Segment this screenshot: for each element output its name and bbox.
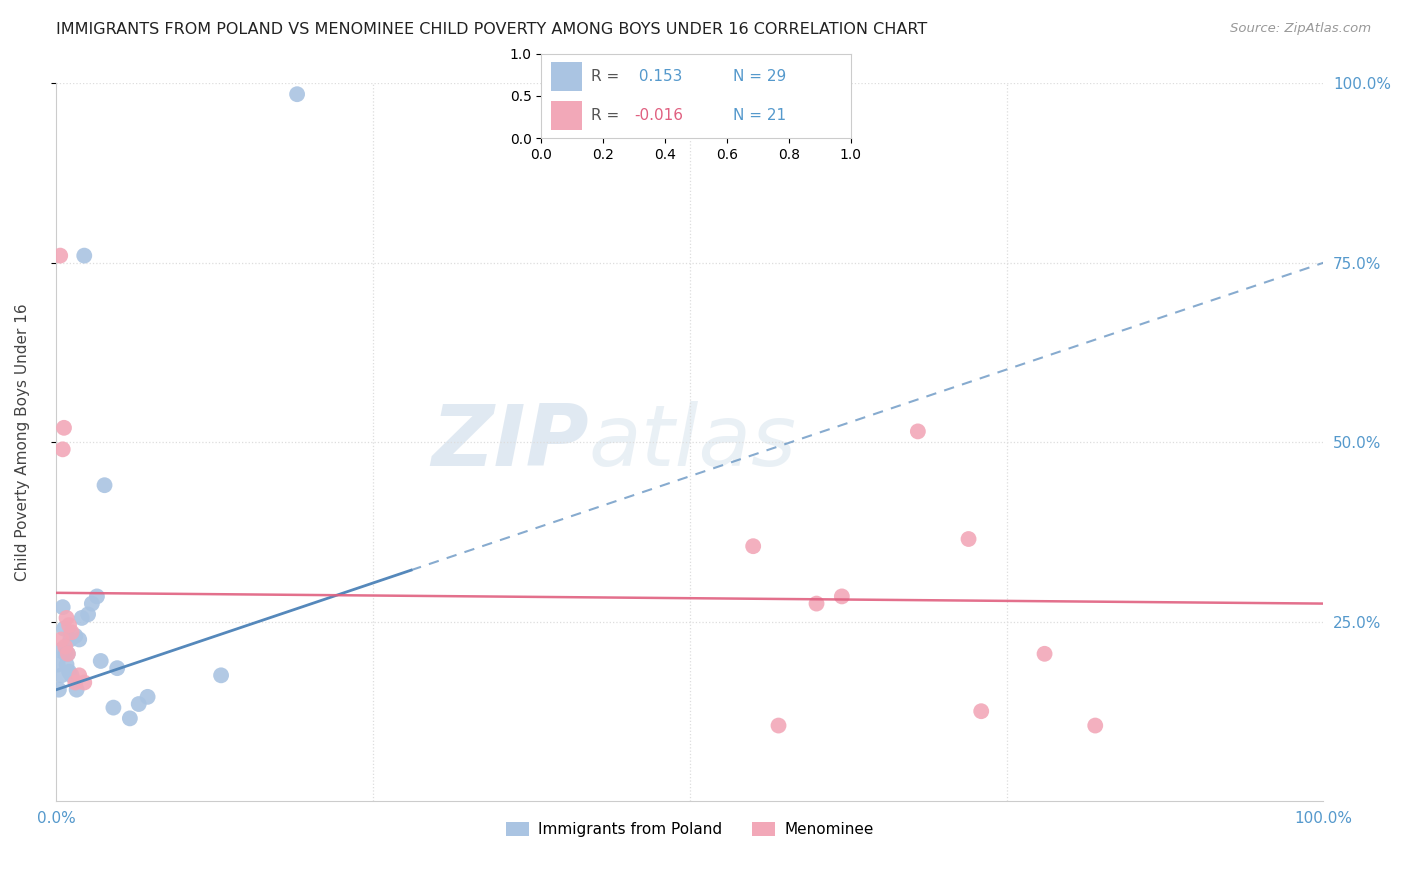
Point	[60, 668, 83, 682]
Point	[56, 647, 79, 661]
Point	[48, 682, 70, 697]
Point	[806, 597, 828, 611]
Point	[86, 590, 108, 604]
Point	[58, 665, 80, 679]
Point	[831, 590, 853, 604]
Point	[53, 647, 76, 661]
Point	[49, 643, 72, 657]
Text: IMMIGRANTS FROM POLAND VS MENOMINEE CHILD POVERTY AMONG BOYS UNDER 16 CORRELATIO: IMMIGRANTS FROM POLAND VS MENOMINEE CHIL…	[56, 22, 928, 37]
Point	[70, 611, 93, 625]
Text: atlas: atlas	[589, 401, 796, 483]
Point	[65, 629, 87, 643]
Point	[67, 668, 90, 682]
Point	[60, 625, 83, 640]
Point	[51, 632, 73, 647]
Point	[53, 421, 76, 435]
Point	[46, 657, 69, 672]
Point	[58, 618, 80, 632]
Point	[118, 711, 141, 725]
Point	[53, 622, 76, 636]
Point	[52, 600, 75, 615]
Point	[55, 657, 77, 672]
Point	[59, 632, 82, 647]
Text: Source: ZipAtlas.com: Source: ZipAtlas.com	[1230, 22, 1371, 36]
Point	[90, 654, 112, 668]
Bar	[551, 101, 582, 130]
Text: -0.016: -0.016	[634, 108, 683, 123]
Point	[136, 690, 159, 704]
Point	[957, 532, 980, 546]
Point	[285, 87, 308, 102]
Point	[73, 675, 96, 690]
Bar	[551, 62, 582, 91]
Point	[77, 607, 100, 622]
Point	[65, 675, 87, 690]
Text: R =: R =	[591, 69, 619, 84]
Point	[907, 425, 929, 439]
Point	[105, 661, 128, 675]
Legend: Immigrants from Poland, Menominee: Immigrants from Poland, Menominee	[499, 816, 880, 844]
Point	[73, 249, 96, 263]
Point	[209, 668, 232, 682]
Point	[55, 611, 77, 625]
Point	[1084, 718, 1107, 732]
Point	[51, 668, 73, 682]
Point	[66, 682, 89, 697]
Point	[103, 700, 125, 714]
Point	[67, 632, 90, 647]
Point	[768, 718, 790, 732]
Point	[970, 704, 993, 718]
Point	[128, 697, 150, 711]
Text: N = 29: N = 29	[733, 69, 786, 84]
Point	[93, 478, 115, 492]
Point	[80, 597, 103, 611]
Point	[53, 640, 76, 654]
Point	[742, 539, 765, 553]
Text: R =: R =	[591, 108, 619, 123]
Text: N = 21: N = 21	[733, 108, 786, 123]
Point	[1033, 647, 1056, 661]
Point	[49, 249, 72, 263]
Point	[52, 442, 75, 457]
Text: 0.153: 0.153	[634, 69, 682, 84]
Point	[56, 647, 79, 661]
Text: ZIP: ZIP	[430, 401, 589, 483]
Y-axis label: Child Poverty Among Boys Under 16: Child Poverty Among Boys Under 16	[15, 303, 30, 581]
